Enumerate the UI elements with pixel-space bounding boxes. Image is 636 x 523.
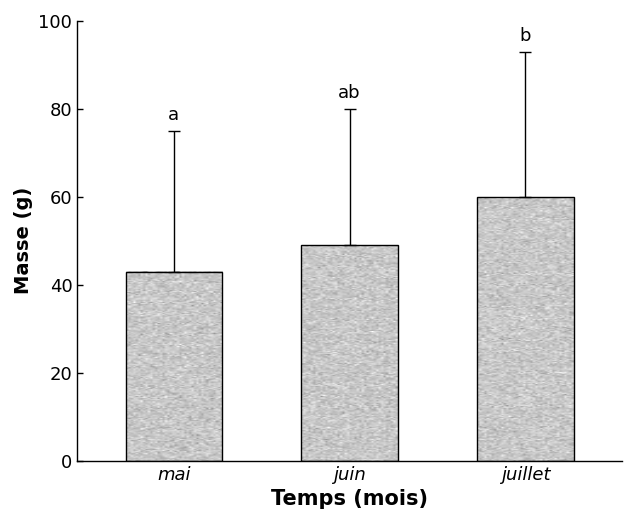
Bar (477, 197, 574, 461)
Bar (301, 245, 398, 461)
X-axis label: Temps (mois): Temps (mois) (271, 489, 428, 509)
Text: ab: ab (338, 84, 361, 103)
Y-axis label: Masse (g): Masse (g) (14, 187, 33, 294)
Bar (125, 271, 222, 461)
Text: a: a (169, 106, 179, 124)
Text: b: b (520, 27, 531, 45)
